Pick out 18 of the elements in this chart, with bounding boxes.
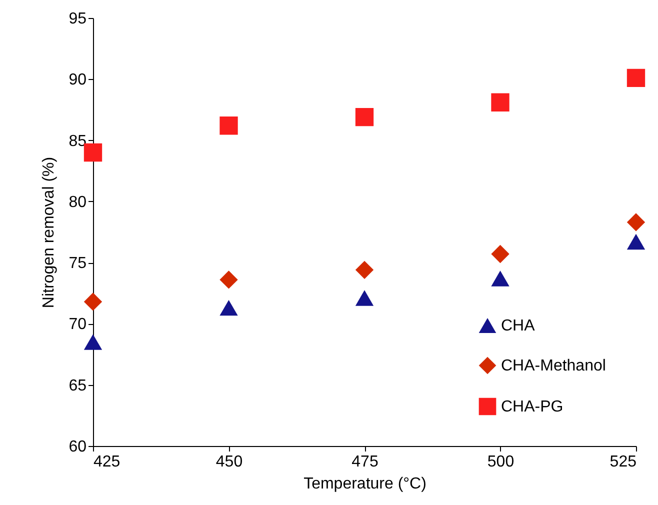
x-tick-label: 450 (216, 454, 243, 470)
y-tick-label: 75 (68, 255, 87, 272)
legend-label: CHA-Methanol (501, 358, 606, 374)
x-axis-title: Temperature (°C) (304, 476, 426, 492)
x-tick-label: 500 (487, 454, 514, 470)
y-tick-label: 65 (68, 377, 87, 394)
y-axis-title: Nitrogen removal (%) (40, 156, 58, 308)
y-tick-label: 95 (68, 10, 87, 28)
y-tick-label: 60 (68, 438, 87, 456)
legend-label: CHA (501, 318, 536, 334)
x-tick-label: 525 (610, 454, 637, 470)
y-tick-label: 70 (68, 316, 87, 334)
y-tick-label: 80 (68, 194, 87, 211)
y-tick-label: 85 (68, 132, 87, 150)
x-tick-label: 425 (94, 454, 120, 470)
y-tick-label: 90 (68, 72, 87, 89)
legend-label: CHA-PG (501, 398, 564, 416)
x-tick-label: 475 (352, 454, 378, 470)
